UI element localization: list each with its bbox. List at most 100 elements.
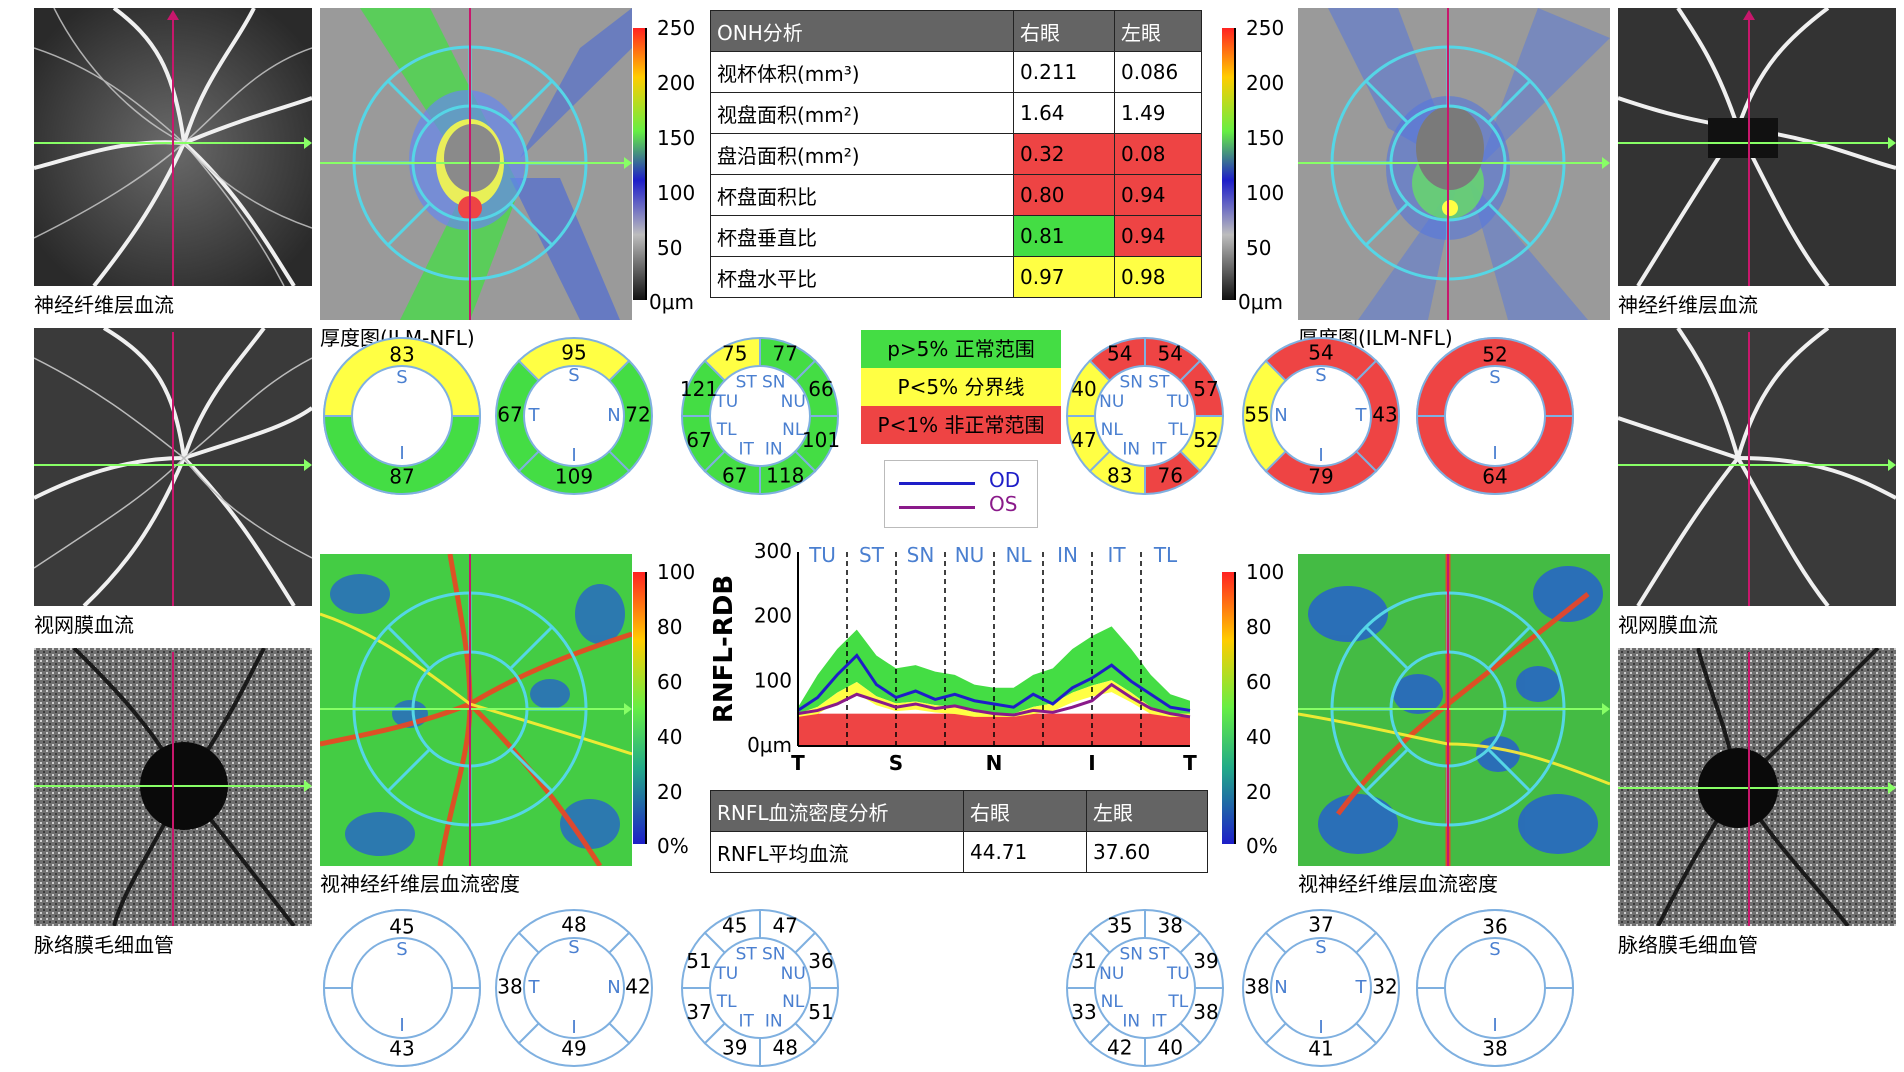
donut-label-it: IT — [1151, 1011, 1167, 1031]
density-tick-20: 20 — [1246, 780, 1272, 804]
donut-label-inferior: I — [571, 1017, 576, 1038]
od-rnfl-angiogram-label: 神经纤维层血流 — [34, 293, 174, 317]
bottom-axis-label: N — [986, 751, 1003, 775]
donut-label-left: T — [528, 977, 541, 998]
donut-value-tu: 39 — [1193, 949, 1218, 973]
donut-sector-tu — [680, 359, 727, 417]
donut-value-left: 38 — [497, 975, 522, 999]
os-thickness-colorbar: 250 200 150 100 50 0μm — [1222, 16, 1312, 314]
donut-label-superior: S — [568, 365, 579, 386]
donut-label-inferior: I — [1318, 445, 1323, 466]
od-thickness-colorbar: 250 200 150 100 50 0μm — [633, 16, 723, 314]
table-row: RNFL平均血流 44.71 37.60 — [710, 831, 1208, 873]
donut-sector-superior — [1415, 909, 1575, 989]
top-sector-label: NL — [1005, 543, 1032, 567]
donut-label-st: ST — [736, 945, 758, 965]
donut-value-left: 67 — [497, 403, 522, 427]
density-tick-80: 80 — [1246, 615, 1272, 639]
top-sector-label: SN — [907, 543, 935, 567]
density-tick-80: 80 — [657, 615, 683, 639]
od-choroid-angiogram-label: 脉络膜毛细血管 — [34, 933, 174, 957]
donut-value-st: 54 — [1158, 342, 1183, 366]
top-sector-label: ST — [859, 543, 885, 567]
table-row: 盘沿面积(mm²) 0.32 0.08 — [710, 133, 1202, 175]
donut-value-nl: 47 — [1071, 428, 1096, 452]
donut-value-superior: 37 — [1308, 913, 1333, 937]
donut-label-tl: TL — [716, 420, 737, 440]
row-label: 视杯体积(mm³) — [710, 51, 1014, 93]
donut-label-inferior: I — [1318, 1017, 1323, 1038]
onh-analysis-table: ONH分析 右眼 左眼 视杯体积(mm³) 0.211 0.086 视盘面积(m… — [710, 10, 1202, 298]
od-density-colorbar: 100 80 60 40 20 0% — [633, 560, 713, 858]
donut-value-right: 32 — [1372, 975, 1397, 999]
bottom-axis-label: T — [1183, 751, 1197, 775]
os-density-map-label: 视神经纤维层血流密度 — [1298, 872, 1498, 896]
os-density-colorbar: 100 80 60 40 20 0% — [1222, 560, 1302, 858]
thickness-tick-150: 150 — [1246, 126, 1285, 150]
donut-value-st: 45 — [722, 914, 747, 938]
donut-value-inferior: 87 — [389, 465, 414, 489]
top-sector-label: TU — [808, 543, 836, 567]
od-density-map-label: 视神经纤维层血流密度 — [320, 872, 520, 896]
donut-label-superior: S — [1489, 939, 1500, 960]
donut-value-superior: 52 — [1482, 343, 1507, 367]
series-line-os — [797, 682, 1191, 719]
y-tick-label: 0μm — [747, 733, 792, 757]
donut-value-right: 72 — [625, 403, 650, 427]
donut-value-tl: 38 — [1193, 1000, 1218, 1024]
donut-label-in: IN — [765, 1011, 783, 1031]
table-row: 杯盘水平比 0.97 0.98 — [710, 256, 1202, 298]
os-retina-angiogram — [1618, 328, 1896, 606]
donut-sector-nu — [1065, 359, 1112, 417]
donut-value-inferior: 41 — [1308, 1037, 1333, 1061]
donut-value-sn: 77 — [773, 342, 798, 366]
donut-label-in: IN — [765, 439, 783, 459]
donut-value-tu: 57 — [1193, 377, 1218, 401]
table-row: 杯盘面积比 0.80 0.94 — [710, 174, 1202, 216]
donut-label-nu: NU — [1099, 964, 1124, 984]
row-label: 盘沿面积(mm²) — [710, 133, 1014, 175]
bottom-axis-label: T — [791, 751, 805, 775]
os-choroid-angiogram-label: 脉络膜毛细血管 — [1618, 933, 1758, 957]
table-row: 杯盘垂直比 0.81 0.94 — [710, 215, 1202, 257]
donut-label-sn: SN — [762, 373, 786, 393]
donut-label-left: N — [1274, 977, 1287, 998]
donut-label-right: N — [607, 977, 620, 998]
donut-value-right: 43 — [1372, 403, 1397, 427]
rnfl-header: RNFL血流密度分析 — [710, 790, 964, 832]
donut-value-superior: 36 — [1482, 915, 1507, 939]
donut-label-in: IN — [1122, 1011, 1140, 1031]
donut-value-tl: 52 — [1193, 428, 1218, 452]
donut-sector-inferior — [322, 415, 482, 495]
donut-value-inferior: 38 — [1482, 1037, 1507, 1061]
y-axis-label: RNFL-RDB — [710, 575, 739, 723]
donut-label-nu: NU — [781, 392, 806, 412]
row-label: 杯盘垂直比 — [710, 215, 1014, 257]
donut-label-tu: TU — [1166, 964, 1190, 984]
donut-sector-temporal — [495, 931, 541, 1045]
od-thickness-map — [320, 8, 632, 320]
thickness-tick-100: 100 — [1246, 181, 1285, 205]
donut-value-right: 42 — [625, 975, 650, 999]
thickness-tick-100: 100 — [657, 181, 696, 205]
donut-label-it: IT — [1151, 439, 1167, 459]
donut-label-right: T — [1355, 977, 1368, 998]
thickness-tick-200: 200 — [657, 71, 696, 95]
donut-label-superior: S — [1489, 367, 1500, 388]
donut-label-superior: S — [568, 937, 579, 958]
donut-label-st: ST — [736, 373, 758, 393]
legend-abnormal: P<1% 非正常范围 — [861, 406, 1061, 444]
donut-value-tl: 37 — [686, 1000, 711, 1024]
donut-label-superior: S — [396, 939, 407, 960]
donut-value-left: 55 — [1244, 403, 1269, 427]
donut-value-inferior: 64 — [1482, 465, 1507, 489]
donut-value-in: 48 — [773, 1035, 798, 1059]
donut-value-st: 38 — [1158, 914, 1183, 938]
onh-header-os: 左眼 — [1114, 10, 1202, 52]
series-line-od — [797, 653, 1191, 712]
donut-value-it: 40 — [1158, 1035, 1183, 1059]
donut-sector-inferior — [1415, 987, 1575, 1067]
row-label: RNFL平均血流 — [710, 831, 964, 873]
density-tick-0: 0% — [1246, 834, 1278, 858]
os-value: 0.94 — [1114, 215, 1202, 257]
